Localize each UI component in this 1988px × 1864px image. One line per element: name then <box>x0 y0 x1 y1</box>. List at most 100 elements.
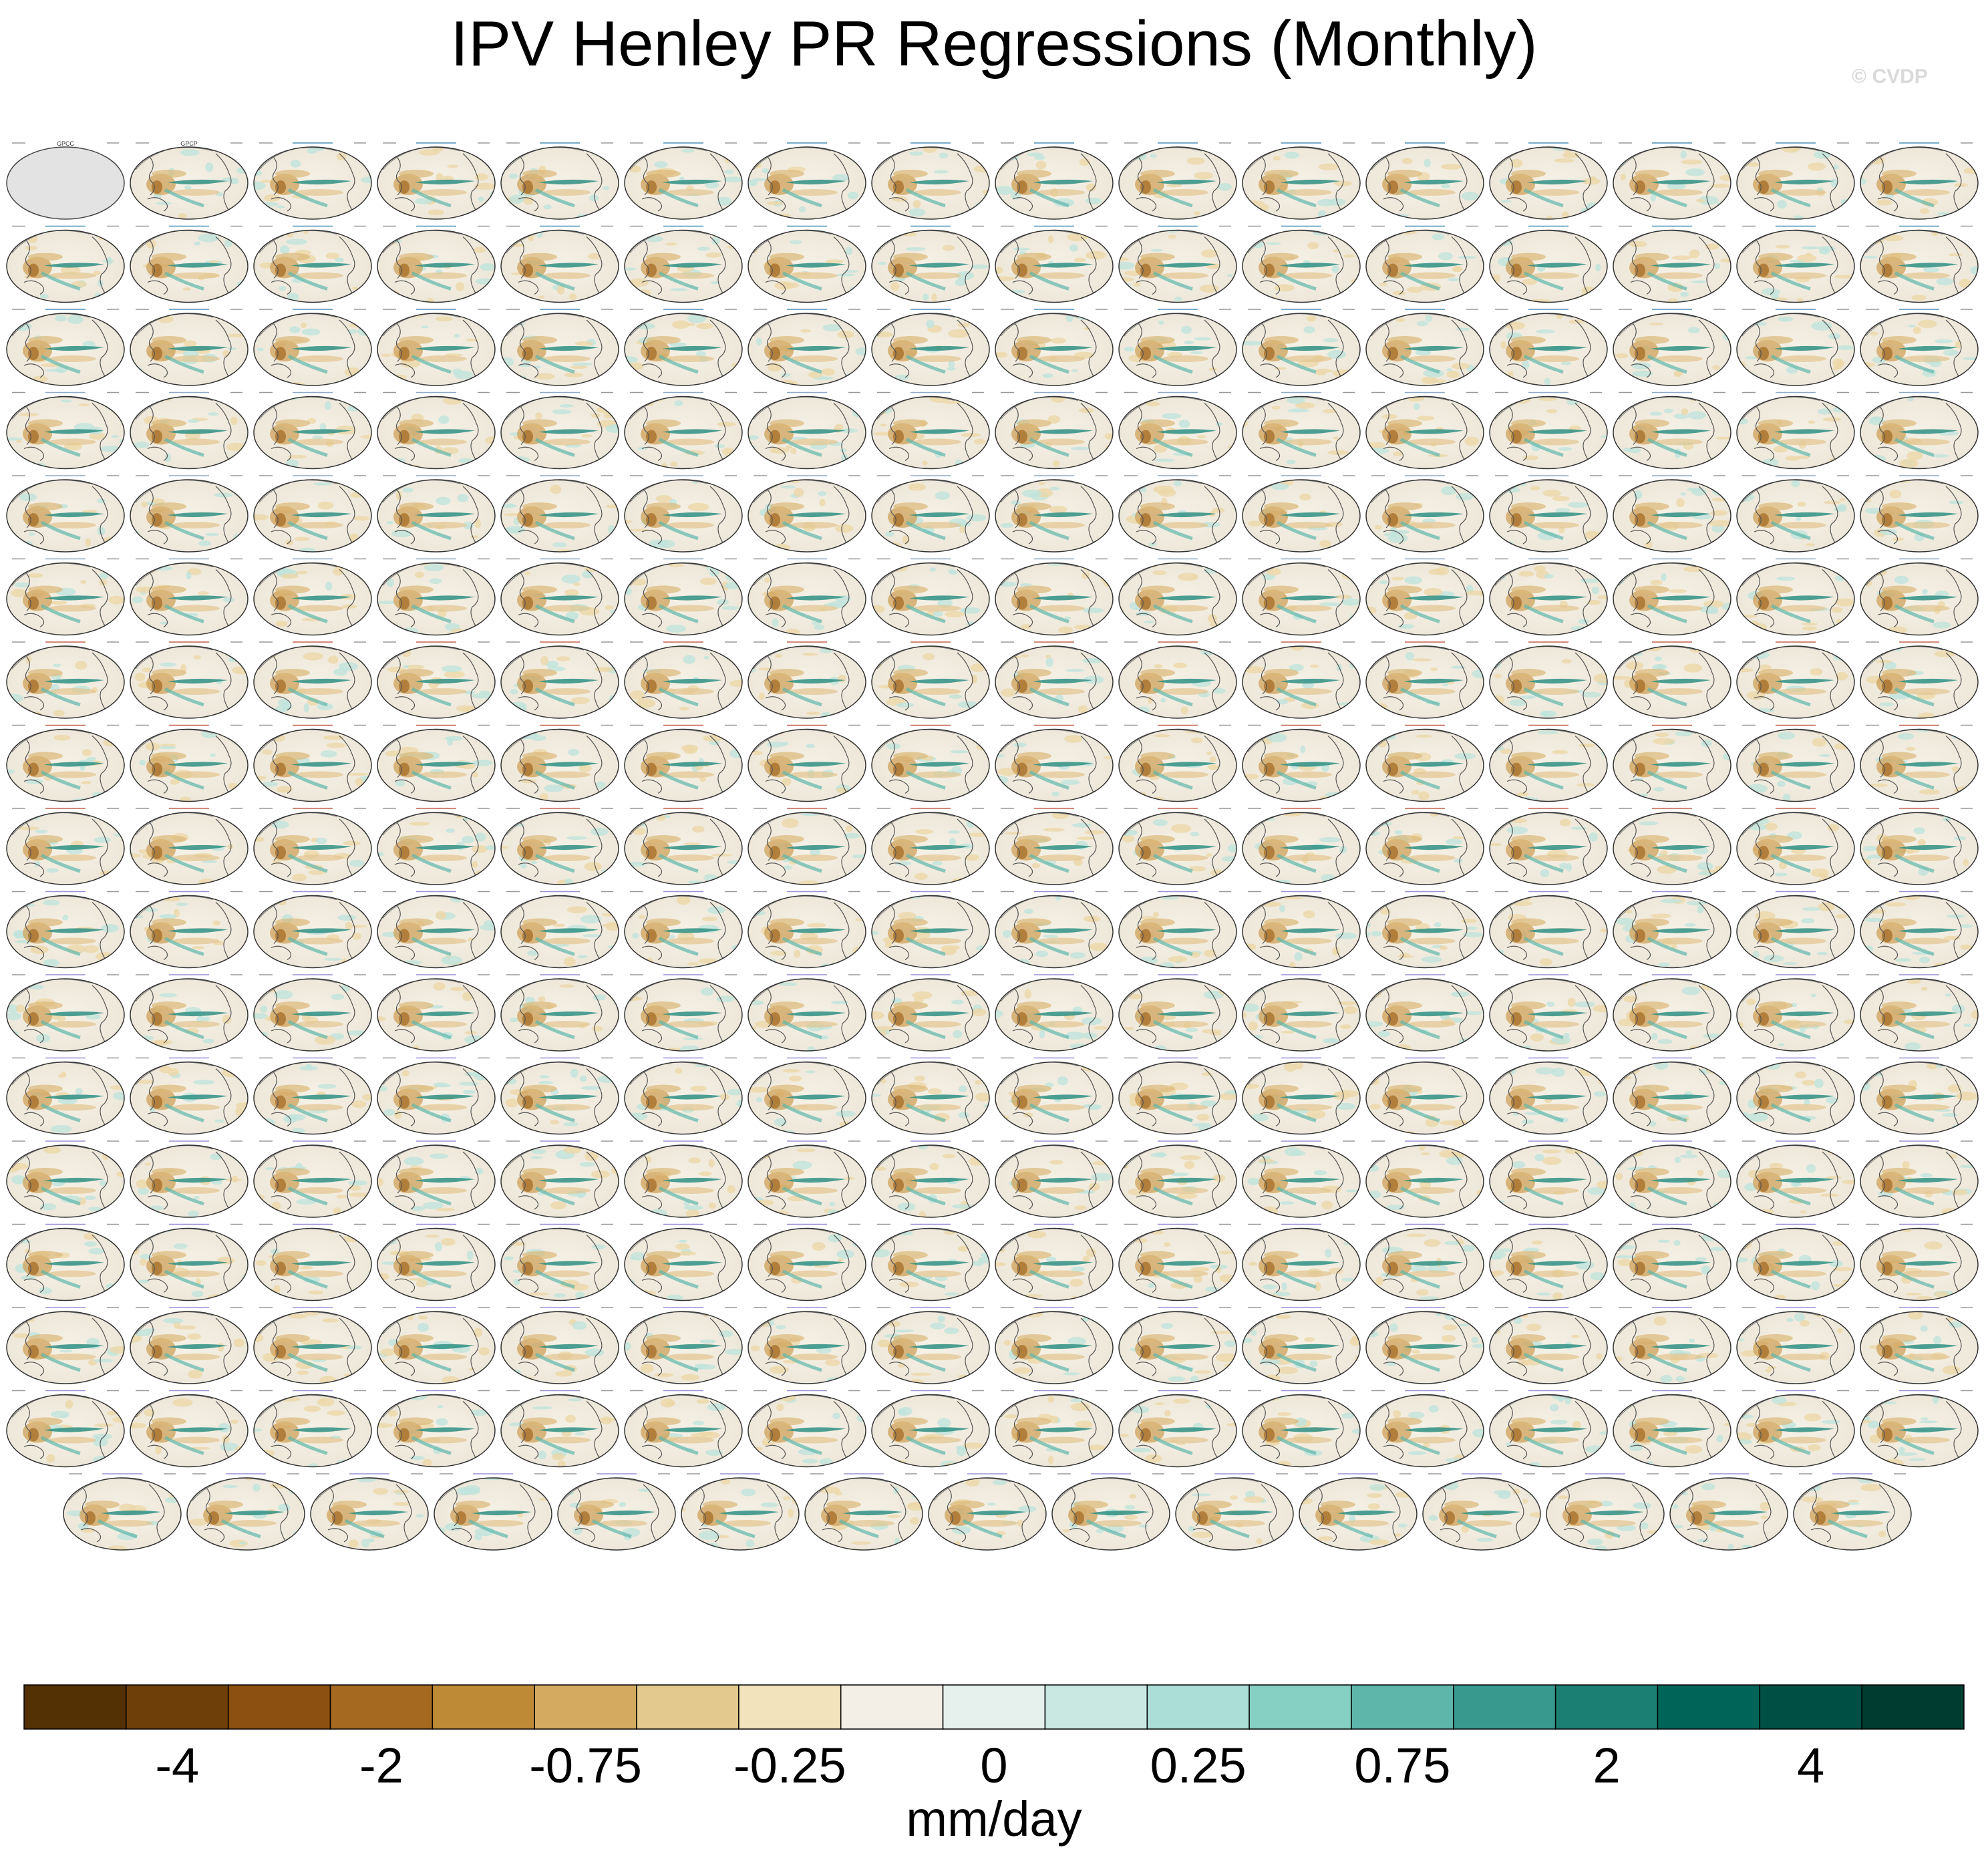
map-panel <box>748 724 866 802</box>
colorbar-box-11 <box>1146 1684 1250 1730</box>
map-panel <box>1860 475 1979 553</box>
map-panel <box>624 808 743 885</box>
map-panel <box>1365 1057 1484 1135</box>
map-panel <box>6 724 125 802</box>
map-panel <box>6 475 125 553</box>
map-panel <box>253 1390 372 1468</box>
map-panel <box>1613 1057 1731 1135</box>
map-panel <box>995 309 1114 386</box>
colorbar-box-4 <box>432 1684 535 1730</box>
map-panel <box>1860 891 1979 969</box>
copyright-label: © CVDP <box>1852 65 1928 88</box>
map-panel: GPCC <box>6 140 125 220</box>
map-panel <box>377 558 496 636</box>
map-panel <box>1242 891 1361 969</box>
map-panel <box>1489 1057 1608 1135</box>
map-panel <box>500 142 619 220</box>
map-panel <box>500 724 619 802</box>
map-panel <box>1051 1473 1170 1551</box>
map-panel <box>1736 475 1855 553</box>
map-panel <box>1669 1473 1788 1551</box>
map-panel <box>1242 475 1361 553</box>
map-panel <box>1613 558 1731 636</box>
map-panel <box>995 558 1114 636</box>
colorbar-tick-label: -0.75 <box>529 1738 642 1793</box>
map-panel <box>130 891 248 969</box>
map-panel <box>748 891 866 969</box>
colorbar-box-3 <box>329 1684 434 1730</box>
colorbar-tick-label: 0.75 <box>1354 1738 1450 1793</box>
map-panel <box>1546 1473 1665 1551</box>
map-panel <box>253 309 372 386</box>
map-panel <box>130 309 248 386</box>
map-panel <box>1365 808 1484 885</box>
map-panel <box>1736 225 1855 303</box>
map-panel <box>1613 475 1731 553</box>
colorbar-box-6 <box>636 1684 739 1730</box>
map-panel <box>871 1140 990 1218</box>
map-panel <box>748 1140 866 1218</box>
map-panel <box>681 1473 800 1551</box>
map-panel <box>377 808 496 885</box>
map-panel <box>130 1307 248 1384</box>
map-panel <box>624 1307 743 1384</box>
colorbar-box-10 <box>1044 1684 1148 1730</box>
map-panel <box>253 1307 372 1384</box>
map-panel <box>1613 1307 1731 1384</box>
map-panel <box>253 1057 372 1135</box>
map-panel <box>500 1057 619 1135</box>
colorbar-tick-label: -2 <box>359 1738 403 1793</box>
map-panel <box>253 1140 372 1218</box>
map-panel <box>500 475 619 553</box>
map-panel <box>1736 974 1855 1052</box>
map-panel <box>6 392 125 470</box>
map-panel <box>377 891 496 969</box>
map-panel <box>995 1390 1114 1468</box>
map-panel <box>1489 1307 1608 1384</box>
map-panel <box>253 225 372 303</box>
map-panel <box>1860 1057 1979 1135</box>
map-panel <box>130 724 248 802</box>
map-panel <box>928 1473 1047 1551</box>
map-panel <box>1118 142 1237 220</box>
map-panel <box>871 1223 990 1301</box>
map-panel <box>6 1223 125 1301</box>
map-panel <box>1118 1223 1237 1301</box>
map-panel <box>1613 142 1731 220</box>
map-panel <box>1860 641 1979 719</box>
map-panel <box>1242 1307 1361 1384</box>
map-panel <box>1118 1140 1237 1218</box>
map-panel <box>871 1390 990 1468</box>
map-panel <box>1736 808 1855 885</box>
map-panel <box>871 225 990 303</box>
map-panel <box>1613 1390 1731 1468</box>
map-panel <box>1118 225 1237 303</box>
map-panel <box>500 309 619 386</box>
map-panel <box>995 974 1114 1052</box>
map-panel <box>1613 974 1731 1052</box>
colorbar-tick-label: -4 <box>155 1738 199 1793</box>
colorbar-box-12 <box>1249 1684 1352 1730</box>
map-panel <box>1736 309 1855 386</box>
map-panel <box>310 1473 429 1551</box>
map-panel <box>500 1307 619 1384</box>
map-panel <box>500 392 619 470</box>
map-panel <box>1365 309 1484 386</box>
map-panel <box>1860 808 1979 885</box>
map-panel <box>500 974 619 1052</box>
map-panel <box>1242 974 1361 1052</box>
map-panel <box>1242 724 1361 802</box>
map-panel <box>1365 558 1484 636</box>
map-panel <box>1242 558 1361 636</box>
map-panel <box>130 808 248 885</box>
map-panel <box>130 225 248 303</box>
colorbar-box-1 <box>126 1684 229 1730</box>
map-panel <box>1736 1223 1855 1301</box>
map-panel <box>1613 724 1731 802</box>
map-panel <box>6 974 125 1052</box>
map-panel <box>1489 808 1608 885</box>
map-panel <box>995 808 1114 885</box>
map-panel <box>1299 1473 1418 1551</box>
map-panel <box>1613 808 1731 885</box>
panel-title: GPCP <box>180 140 198 147</box>
